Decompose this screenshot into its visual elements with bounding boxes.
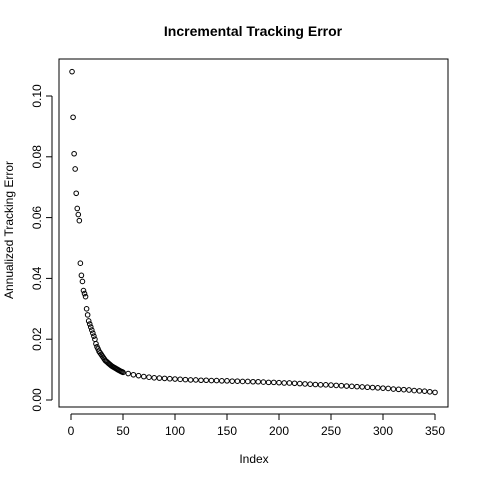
y-tick-label: 0.00 bbox=[30, 388, 44, 412]
chart-title: Incremental Tracking Error bbox=[164, 23, 343, 39]
x-tick-label: 350 bbox=[425, 424, 445, 438]
y-tick-label: 0.08 bbox=[30, 145, 44, 169]
x-tick-label: 300 bbox=[373, 424, 393, 438]
y-axis-label: Annualized Tracking Error bbox=[2, 161, 16, 299]
x-tick-label: 200 bbox=[269, 424, 289, 438]
x-tick-label: 100 bbox=[165, 424, 185, 438]
x-tick-label: 150 bbox=[217, 424, 237, 438]
y-tick-label: 0.04 bbox=[30, 266, 44, 290]
x-axis-label: Index bbox=[239, 452, 268, 466]
x-tick-label: 0 bbox=[68, 424, 75, 438]
x-tick-label: 250 bbox=[321, 424, 341, 438]
y-tick-label: 0.06 bbox=[30, 206, 44, 230]
y-tick-label: 0.10 bbox=[30, 84, 44, 108]
x-tick-label: 50 bbox=[116, 424, 130, 438]
y-tick-label: 0.02 bbox=[30, 327, 44, 351]
